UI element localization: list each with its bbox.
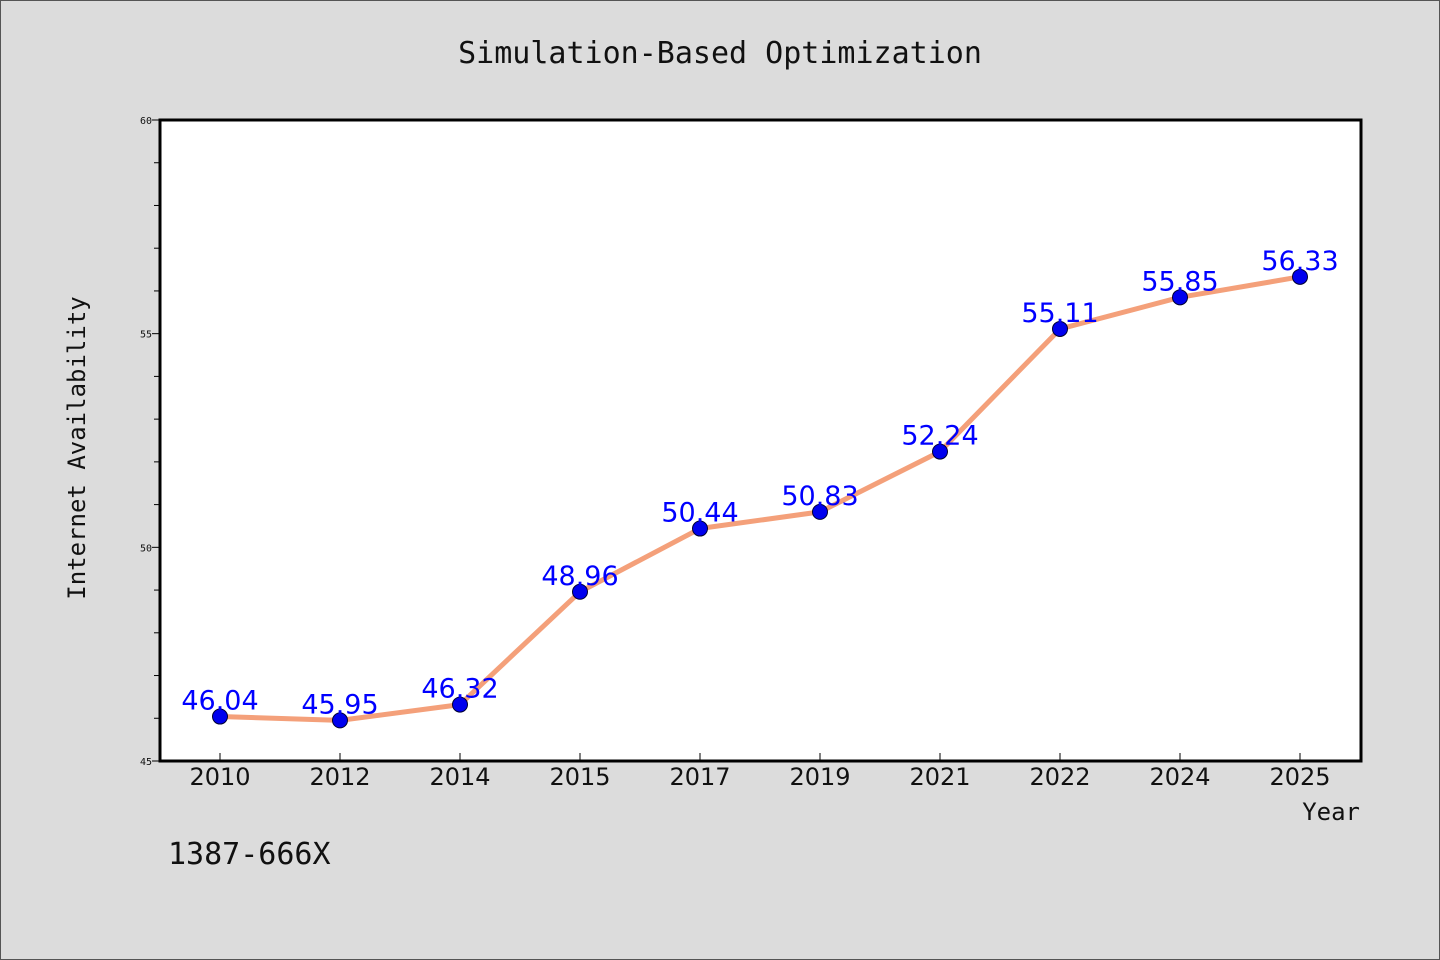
series-lines	[217, 274, 1303, 723]
y-axis-label: Internet Availability	[63, 296, 91, 599]
x-tick-label: 2017	[669, 763, 730, 791]
plot-border	[158, 118, 1363, 763]
data-point-label: 56.33	[1261, 246, 1338, 277]
data-point-label: 46.04	[181, 686, 258, 717]
data-point-label: 55.11	[1021, 298, 1098, 329]
data-point-label: 45.95	[301, 689, 378, 720]
x-tick-label: 2019	[789, 763, 850, 791]
data-point-marker	[1172, 289, 1188, 306]
x-tick-label: 2024	[1149, 763, 1210, 791]
data-point-label: 55.85	[1141, 266, 1218, 297]
y-axis-ticks: 45 50 55 60	[140, 116, 160, 768]
data-point-marker	[932, 443, 948, 460]
data-point-marker	[692, 520, 708, 537]
x-tick-label: 2012	[309, 763, 370, 791]
x-tick-label: 2015	[549, 763, 610, 791]
x-tick-label: 2021	[909, 763, 970, 791]
data-point-marker	[572, 583, 588, 600]
data-point-marker	[212, 708, 228, 725]
data-point-marker	[452, 696, 468, 713]
series-line	[217, 274, 1303, 723]
x-tick-label: 2025	[1269, 763, 1330, 791]
x-tick-label: 2010	[189, 763, 250, 791]
data-point-marker	[332, 712, 348, 729]
data-point-marker	[1052, 320, 1068, 337]
data-point-label: 46.32	[421, 674, 498, 705]
x-axis-label: Year	[1302, 798, 1360, 826]
x-tick-label: 2014	[429, 763, 490, 791]
y-tick-label: 55	[140, 330, 152, 341]
data-point-marker	[1292, 268, 1308, 285]
data-point-label: 52.24	[901, 421, 978, 452]
data-point-label: 48.96	[541, 561, 618, 592]
y-tick-label: 60	[140, 116, 152, 127]
x-tick-label: 2022	[1029, 763, 1090, 791]
data-point-label: 50.44	[661, 498, 738, 529]
chart-title: Simulation-Based Optimization	[458, 36, 982, 71]
plot-area	[160, 120, 1361, 761]
y-tick-label: 50	[140, 543, 152, 554]
footer-code: 1387-666X	[168, 837, 331, 872]
data-point-label: 50.83	[781, 481, 858, 512]
data-markers	[212, 268, 1308, 729]
x-axis-ticks: 2010 2012 2014 2015 2017 2019 2021 2022 2024 2025	[189, 753, 1331, 791]
data-point-marker	[812, 503, 828, 520]
data-labels: 46.04 45.95 46.32 48.96 50.44 50.83 52.24 55.11…	[181, 246, 1338, 721]
y-tick-label: 45	[140, 757, 152, 768]
